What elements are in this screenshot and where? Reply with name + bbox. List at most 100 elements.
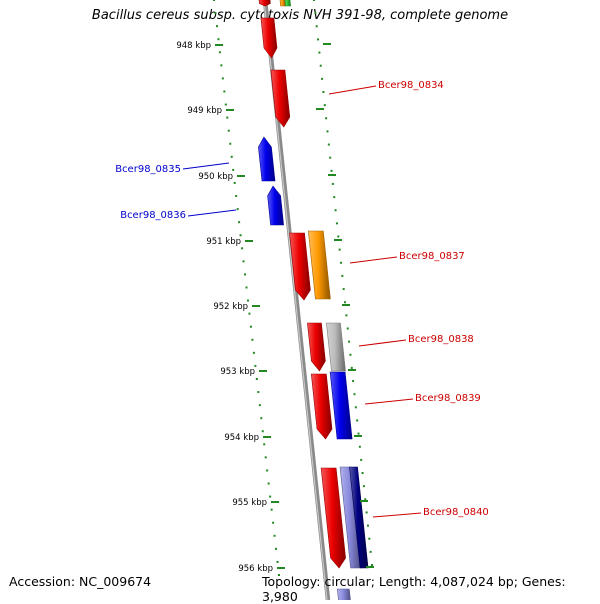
gene-feature-0840-red <box>320 467 346 569</box>
guide-dot-right <box>365 511 368 514</box>
guide-dot-right <box>366 524 369 527</box>
guide-dot-left <box>257 391 260 394</box>
guide-dot-right <box>357 432 360 435</box>
guide-dot-right <box>325 117 328 120</box>
guide-dot-left <box>244 273 247 276</box>
gene-feature-partial-green <box>284 0 291 7</box>
gene-label-leader <box>187 209 237 217</box>
gene-label: Bcer98_0839 <box>415 393 481 404</box>
guide-dot-left <box>213 0 215 1</box>
guide-dot-left <box>214 12 217 15</box>
gene-feature-partial-bottom <box>336 588 351 600</box>
guide-dot-left <box>251 338 254 341</box>
gene-label-leader <box>349 256 398 264</box>
guide-dot-right <box>354 406 357 409</box>
guide-dot-right <box>318 51 321 54</box>
guide-dot-right <box>322 90 325 93</box>
guide-dot-left <box>217 38 220 41</box>
guide-dot-right <box>342 288 345 291</box>
guide-dot-left <box>266 469 269 472</box>
guide-dot-left <box>278 574 280 576</box>
guide-dot-left <box>258 404 261 407</box>
guide-dot-right <box>329 156 332 159</box>
guide-dot-right <box>349 353 352 356</box>
guide-dot-right <box>314 12 317 15</box>
guide-dot-right <box>338 248 341 251</box>
gene-label-leader <box>182 162 230 170</box>
guide-dot-left <box>254 364 257 367</box>
guide-dot-right <box>352 380 355 383</box>
gene-label-leader <box>372 512 422 518</box>
guide-dot-right <box>315 25 318 28</box>
guide-dot-right <box>350 366 353 369</box>
tick-label: 953 kbp <box>220 367 255 377</box>
tick-label: 955 kbp <box>232 498 267 508</box>
guide-dot-right <box>362 485 365 488</box>
guide-dot-left <box>275 547 278 550</box>
gene-feature-0839-red <box>310 373 333 440</box>
guide-dot-right <box>371 564 373 566</box>
guide-dot-right <box>326 130 329 133</box>
gene-feature-0837-red <box>289 232 311 301</box>
tick-label: 954 kbp <box>224 433 259 443</box>
guide-dot-right <box>339 261 342 264</box>
tick-label: 956 kbp <box>238 564 273 574</box>
guide-dot-right <box>361 472 364 475</box>
guide-dot-left <box>227 129 230 132</box>
guide-dot-left <box>252 351 255 354</box>
guide-dot-right <box>323 104 326 107</box>
guide-dot-left <box>267 482 270 485</box>
guide-dot-right <box>353 393 356 396</box>
guide-dot-right <box>327 143 330 146</box>
guide-dot-right <box>317 38 320 41</box>
guide-dot-right <box>356 419 359 422</box>
gene-features <box>258 0 369 600</box>
guide-dot-left <box>239 234 242 237</box>
guide-dot-left <box>236 208 239 211</box>
map-title: Bacillus cereus subsp. cytotoxis NVH 391… <box>91 8 509 23</box>
guide-dot-left <box>223 90 226 93</box>
guide-dot-left <box>270 508 273 511</box>
guide-dot-right <box>319 64 322 67</box>
tick-label: 948 kbp <box>176 41 211 51</box>
guide-dot-left <box>233 181 236 184</box>
guide-dot-left <box>263 443 266 446</box>
guide-dot-left <box>238 221 241 224</box>
guide-dot-left <box>261 430 264 433</box>
gene-label-leader <box>358 339 407 347</box>
guide-dot-right <box>330 169 333 172</box>
guide-dot-left <box>264 456 267 459</box>
gene-feature-0837-orange <box>307 230 331 300</box>
guide-dot-right <box>348 340 351 343</box>
gene-label: Bcer98_0835 <box>115 164 181 175</box>
tick-label: 949 kbp <box>187 106 222 116</box>
guide-dot-right <box>364 498 367 501</box>
guide-dot-left <box>242 260 245 263</box>
guide-dot-left <box>230 155 233 158</box>
guide-dot-right <box>345 314 348 317</box>
guide-dot-left <box>255 377 258 380</box>
guide-dot-right <box>358 445 361 448</box>
guide-dot-right <box>346 327 349 330</box>
guide-dot-right <box>341 274 344 277</box>
gene-label-leader <box>328 85 377 95</box>
gene-label: Bcer98_0836 <box>120 210 186 221</box>
gene-feature-partial-orange <box>279 0 286 7</box>
guide-dot-left <box>218 51 221 54</box>
guide-dot-left <box>235 195 238 198</box>
guide-dot-left <box>245 286 248 289</box>
gene-label: Bcer98_0838 <box>408 334 474 345</box>
guide-dot-left <box>248 312 251 315</box>
tick-label: 952 kbp <box>213 302 248 312</box>
guide-dot-left <box>272 521 275 524</box>
accession-text: Accession: NC_009674 <box>9 574 152 589</box>
gene-feature-0833 <box>260 17 278 59</box>
guide-dot-right <box>360 458 363 461</box>
guide-dot-right <box>313 0 315 1</box>
gene-feature-0838-red <box>307 322 326 372</box>
guide-dot-right <box>321 77 324 80</box>
guide-dot-right <box>331 182 334 185</box>
guide-dot-left <box>221 77 224 80</box>
guide-dot-left <box>249 325 252 328</box>
guide-dot-left <box>269 495 272 498</box>
